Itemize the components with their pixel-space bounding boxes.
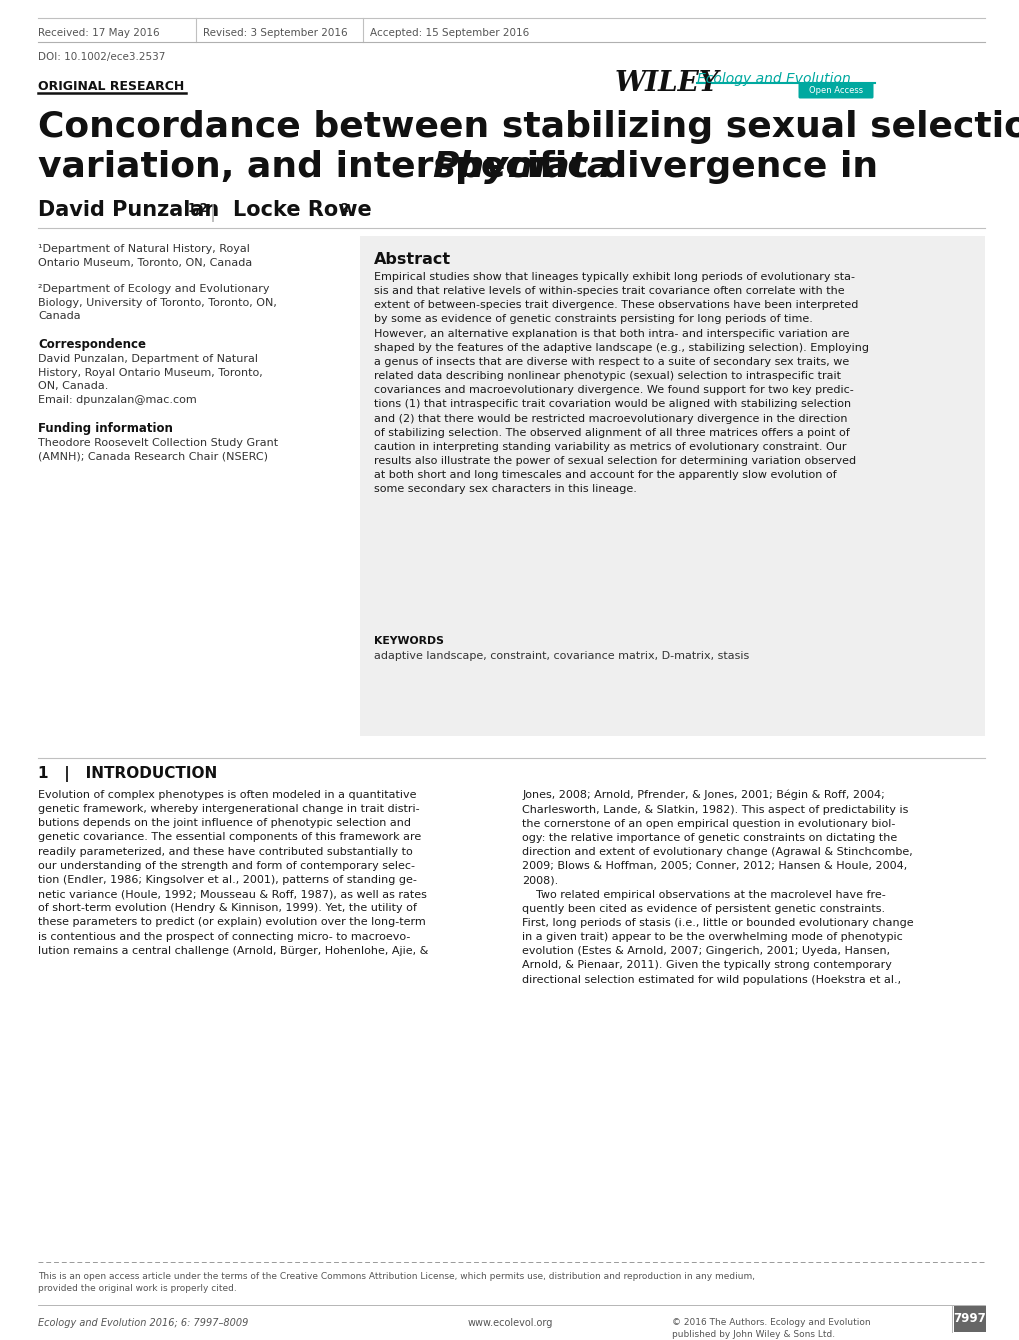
Text: www.ecolevol.org: www.ecolevol.org (467, 1319, 552, 1328)
Text: Locke Rowe: Locke Rowe (232, 200, 371, 220)
Text: Received: 17 May 2016: Received: 17 May 2016 (38, 28, 159, 38)
Text: David Punzalan: David Punzalan (38, 200, 219, 220)
Text: ²Department of Ecology and Evolutionary
Biology, University of Toronto, Toronto,: ²Department of Ecology and Evolutionary … (38, 284, 276, 322)
Text: 1,2: 1,2 (187, 202, 209, 214)
Text: ¹Department of Natural History, Royal
Ontario Museum, Toronto, ON, Canada: ¹Department of Natural History, Royal On… (38, 244, 252, 268)
Text: Jones, 2008; Arnold, Pfrender, & Jones, 2001; Bégin & Roff, 2004;
Charlesworth, : Jones, 2008; Arnold, Pfrender, & Jones, … (522, 791, 913, 985)
Bar (953, 1306, 985, 1332)
Text: David Punzalan, Department of Natural
History, Royal Ontario Museum, Toronto,
ON: David Punzalan, Department of Natural Hi… (38, 354, 263, 405)
FancyBboxPatch shape (798, 83, 872, 99)
Text: This is an open access article under the terms of the Creative Commons Attributi: This is an open access article under the… (38, 1272, 754, 1293)
Text: 1   |   INTRODUCTION: 1 | INTRODUCTION (38, 766, 217, 783)
Text: Abstract: Abstract (374, 252, 450, 267)
Text: DOI: 10.1002/ece3.2537: DOI: 10.1002/ece3.2537 (38, 52, 165, 62)
Text: Evolution of complex phenotypes is often modeled in a quantitative
genetic frame: Evolution of complex phenotypes is often… (38, 791, 428, 955)
Text: Phymata: Phymata (432, 150, 610, 184)
Text: Revised: 3 September 2016: Revised: 3 September 2016 (203, 28, 347, 38)
Text: Concordance between stabilizing sexual selection, intraspecific: Concordance between stabilizing sexual s… (38, 110, 1019, 143)
Text: Ecology and Evolution 2016; 6: 7997–8009: Ecology and Evolution 2016; 6: 7997–8009 (38, 1319, 249, 1328)
Text: Accepted: 15 September 2016: Accepted: 15 September 2016 (370, 28, 529, 38)
Text: ORIGINAL RESEARCH: ORIGINAL RESEARCH (38, 80, 184, 92)
Text: WILEY: WILEY (614, 70, 718, 96)
Text: Empirical studies show that lineages typically exhibit long periods of evolution: Empirical studies show that lineages typ… (374, 272, 868, 494)
Text: variation, and interspecific divergence in: variation, and interspecific divergence … (38, 150, 890, 184)
Text: 7997: 7997 (953, 1312, 985, 1325)
Text: Funding information: Funding information (38, 422, 172, 436)
Text: Ecology and Evolution: Ecology and Evolution (696, 72, 850, 86)
Bar (360, 236, 984, 736)
Text: Correspondence: Correspondence (38, 338, 146, 351)
Text: |: | (210, 204, 216, 222)
Text: 2: 2 (339, 202, 347, 214)
Text: adaptive landscape, constraint, covariance matrix, D-matrix, stasis: adaptive landscape, constraint, covarian… (374, 651, 749, 661)
Text: Theodore Roosevelt Collection Study Grant
(AMNH); Canada Research Chair (NSERC): Theodore Roosevelt Collection Study Gran… (38, 438, 278, 461)
Text: © 2016 The Authors. Ecology and Evolution
published by John Wiley & Sons Ltd.: © 2016 The Authors. Ecology and Evolutio… (672, 1319, 870, 1339)
Text: Open Access: Open Access (808, 86, 862, 95)
Text: KEYWORDS: KEYWORDS (374, 636, 443, 646)
